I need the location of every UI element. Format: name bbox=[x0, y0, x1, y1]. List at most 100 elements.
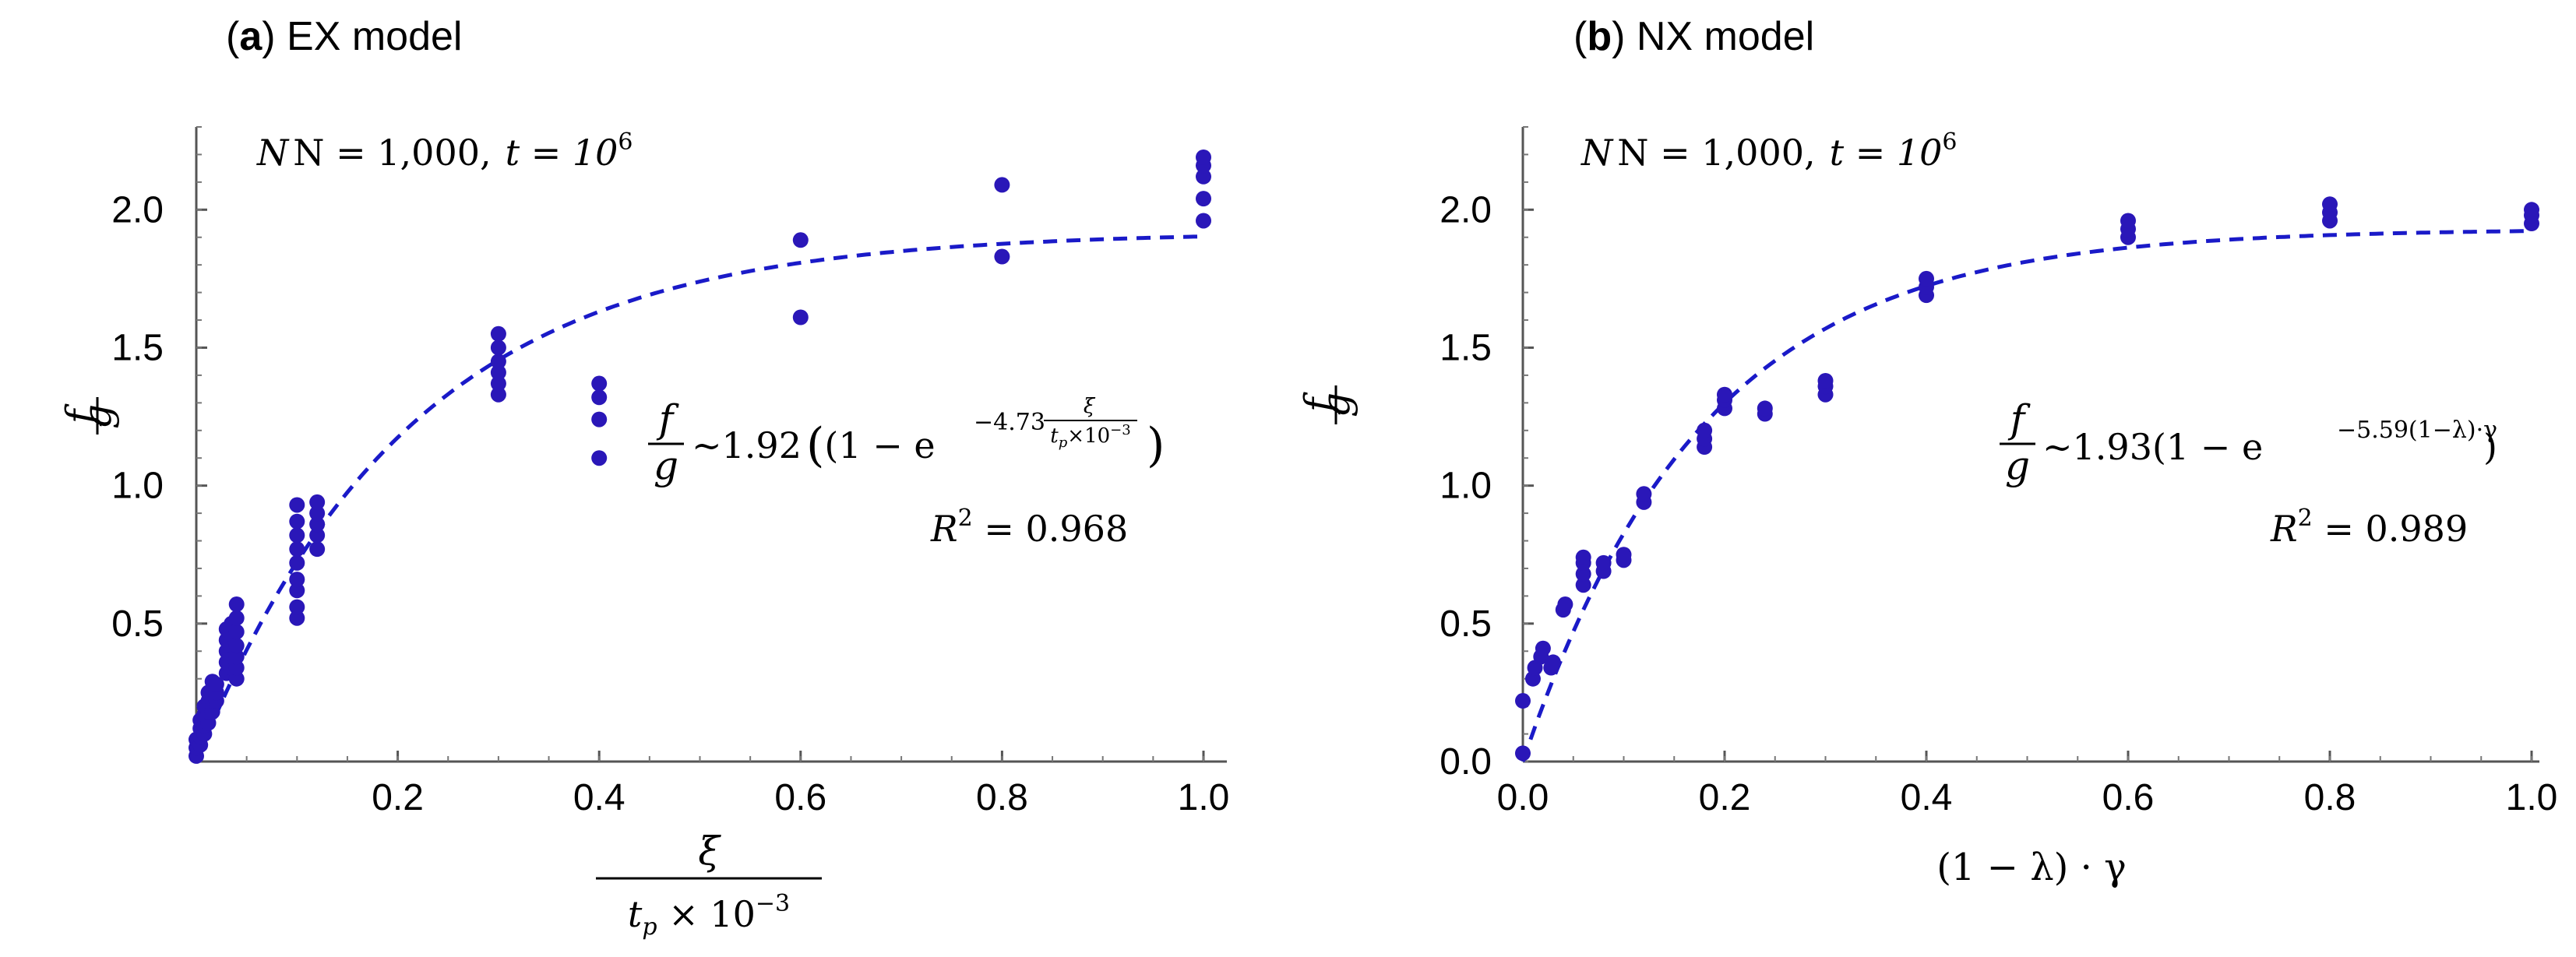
panel-b-ylabel-den: g bbox=[1313, 392, 1358, 417]
panel-a-xtick-label-0: 0.2 bbox=[372, 777, 424, 818]
panel-b-xlabel: (1 − λ) · γ bbox=[1936, 846, 2127, 889]
panel-b-data-point bbox=[1515, 693, 1531, 709]
panel-b-xtick-label-4: 0.8 bbox=[2304, 777, 2356, 818]
panel-b-data-point bbox=[1757, 400, 1773, 417]
panel-a-ticks: 0.5 1.0 1.5 2.0 0.2 0.4 0.6 0.8 1.0 bbox=[111, 126, 1230, 818]
eq-a-exp-num: ξ bbox=[1084, 395, 1096, 418]
panel-a-data-point bbox=[289, 599, 305, 615]
panel-a-data-point bbox=[228, 670, 245, 687]
panel-a-points bbox=[189, 149, 1211, 764]
panel-b-points bbox=[1515, 196, 2539, 762]
eq-b-body: ~1.93(1 − e bbox=[2042, 426, 2263, 468]
panel-a-data-point bbox=[490, 364, 506, 381]
eq-b-lhs-num: f bbox=[2007, 396, 2031, 442]
eq-a-lhs-den: g bbox=[654, 443, 678, 488]
panel-a-ytick-label-3: 2.0 bbox=[111, 189, 164, 230]
panel-a-data-point bbox=[792, 232, 809, 248]
panel-a-ytick-label-0: 0.5 bbox=[111, 603, 164, 645]
eq-a-exp-coef: −4.73 bbox=[974, 409, 1045, 436]
panel-a-data-point bbox=[490, 340, 506, 356]
panel-a-data-point bbox=[289, 527, 305, 544]
panel-b-ytick-label-3: 1.5 bbox=[1440, 327, 1492, 368]
panel-a-data-point bbox=[1196, 149, 1211, 165]
panel-b-data-point bbox=[2524, 202, 2539, 218]
panel-a-data-point bbox=[289, 541, 305, 558]
panel-b-data-point bbox=[2322, 196, 2338, 213]
panel-a-data-point bbox=[591, 389, 608, 406]
panel-a: (a) EX model 0.5 1.0 1.5 2.0 0.2 0.4 0.6 0.8 1.0… bbox=[58, 14, 1229, 941]
annot-b-n: N = 1,000, bbox=[1617, 132, 1815, 174]
panel-a-data-point bbox=[490, 386, 506, 403]
panel-a-r2: R2 = 0.968 bbox=[930, 505, 1128, 550]
panel-b-data-point bbox=[1595, 554, 1612, 571]
eq-a-exp-den: tp×10−3 bbox=[1050, 422, 1130, 451]
panel-a-data-point bbox=[289, 554, 305, 571]
eq-a-body: ~1.92 ((1 − e bbox=[692, 418, 936, 473]
panel-a-data-point bbox=[309, 505, 326, 522]
panel-a-data-point bbox=[228, 649, 245, 665]
panel-a-data-point bbox=[591, 375, 608, 392]
annot-a-texp: 6 bbox=[618, 128, 633, 156]
panel-a-data-point bbox=[490, 325, 506, 342]
panel-a-data-point bbox=[208, 676, 224, 692]
panel-b-data-point bbox=[1717, 386, 1732, 403]
panel-a-title: (a) EX model bbox=[226, 14, 462, 59]
panel-a-ytick-label-2: 1.5 bbox=[111, 327, 164, 368]
panel-a-data-point bbox=[792, 309, 809, 325]
panel-a-data-point bbox=[228, 638, 245, 654]
panel-b-data-point bbox=[2120, 213, 2136, 229]
panel-b-data-point bbox=[1575, 577, 1591, 593]
panel-a-ylabel: f g bbox=[58, 397, 120, 435]
eq-b-close: ) bbox=[2483, 426, 2497, 468]
panel-b-data-point bbox=[1616, 547, 1632, 563]
panel-a-data-point bbox=[309, 527, 326, 544]
panel-a-xtick-label-2: 0.6 bbox=[774, 777, 826, 818]
panel-a-xlabel-den: tp × 10−3 bbox=[628, 890, 790, 941]
panel-a-ytick-label-1: 1.0 bbox=[111, 466, 164, 507]
panel-a-data-point bbox=[1196, 168, 1211, 185]
panel-b-ticks: 0.0 0.5 1.0 1.5 2.0 0.0 0.2 0.4 0.6 0.8 1.0 bbox=[1440, 126, 2558, 818]
panel-b-ytick-label-0: 0.0 bbox=[1440, 741, 1492, 783]
panel-b-data-point bbox=[1535, 640, 1551, 656]
panel-a-data-point bbox=[591, 411, 608, 427]
panel-a-data-point bbox=[309, 516, 326, 533]
panel-b-equation: f g ~1.93(1 − e −5.59(1−λ)·γ ) bbox=[2000, 396, 2497, 488]
panel-a-data-point bbox=[289, 513, 305, 530]
panel-a-data-point bbox=[994, 248, 1010, 265]
panel-a-data-point bbox=[289, 610, 305, 626]
panel-a-data-point bbox=[289, 582, 305, 599]
panel-a-data-point bbox=[228, 596, 245, 613]
panel-b-data-point bbox=[1575, 549, 1591, 565]
panel-b: (b) NX model 0.0 0.5 1.0 1.5 2.0 0.0 0.2 0.4 0.6… bbox=[1296, 14, 2557, 889]
panel-a-data-point bbox=[289, 572, 305, 588]
panel-b-data-point bbox=[1919, 270, 1934, 287]
eq-a-lhs-num: f bbox=[656, 396, 679, 442]
panel-a-data-point bbox=[994, 177, 1010, 193]
panel-b-fit-curve bbox=[1521, 229, 2532, 762]
panel-a-ylabel-den: g bbox=[75, 404, 120, 429]
panel-a-xtick-label-3: 0.8 bbox=[976, 777, 1028, 818]
panel-a-data-point bbox=[1196, 191, 1211, 207]
panel-a-data-point bbox=[289, 497, 305, 513]
panel-b-xtick-label-5: 1.0 bbox=[2506, 777, 2558, 818]
panel-b-xtick-label-3: 0.6 bbox=[2102, 777, 2155, 818]
panel-b-data-point bbox=[1557, 596, 1573, 613]
panel-b-xtick-label-2: 0.4 bbox=[1901, 777, 1953, 818]
annot-b-texp: 6 bbox=[1942, 128, 1957, 156]
panel-b-ylabel: f g bbox=[1296, 385, 1358, 424]
panel-b-xtick-label-0: 0.0 bbox=[1497, 777, 1549, 818]
eq-b-exp: −5.59(1−λ)·γ bbox=[2337, 417, 2497, 444]
panel-b-ytick-label-1: 0.5 bbox=[1440, 603, 1492, 645]
panel-a-fit-curve bbox=[194, 234, 1204, 762]
annot-a-n: N = 1,000, bbox=[293, 132, 491, 174]
panel-a-data-point bbox=[591, 450, 608, 466]
panel-b-data-point bbox=[1697, 422, 1713, 438]
panel-a-data-point bbox=[490, 354, 506, 370]
eq-a-close: ) bbox=[1147, 418, 1165, 473]
panel-b-data-point bbox=[1636, 486, 1652, 502]
panel-a-xtick-label-4: 1.0 bbox=[1178, 777, 1230, 818]
panel-a-data-point bbox=[309, 494, 326, 510]
